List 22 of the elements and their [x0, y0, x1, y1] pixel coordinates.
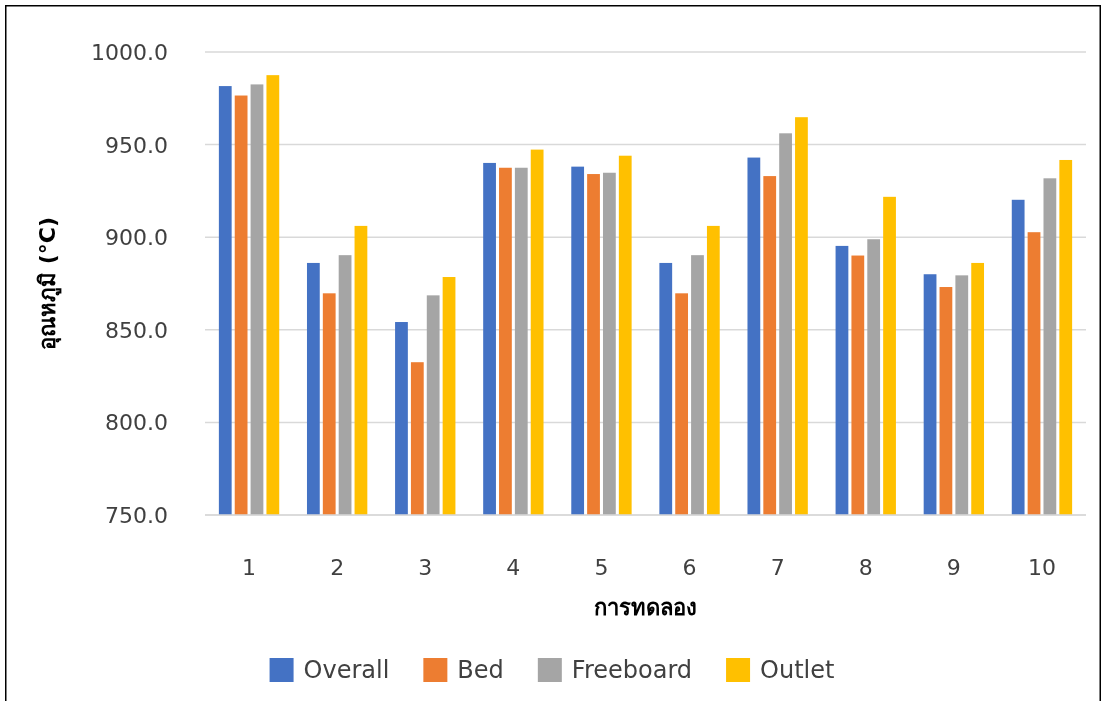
- x-tick-label: 3: [418, 555, 433, 580]
- legend-label: Outlet: [760, 656, 835, 684]
- legend-label: Bed: [457, 656, 504, 684]
- x-tick-label: 1: [242, 555, 257, 580]
- y-tick-label: 900.0: [105, 225, 168, 251]
- legend-label: Overall: [303, 656, 390, 684]
- x-tick-label: 9: [946, 555, 961, 580]
- x-tick-label: 7: [770, 555, 785, 580]
- y-tick-label: 800.0: [105, 410, 168, 436]
- x-axis-title: การทดลอง: [594, 595, 697, 620]
- legend-label: Freeboard: [571, 656, 693, 684]
- y-tick-label: 1000.0: [91, 40, 168, 65]
- x-tick-label: 2: [330, 555, 345, 580]
- y-tick-label: 950.0: [105, 132, 168, 158]
- x-tick-label: 4: [506, 555, 521, 580]
- y-axis-title: อุณหภูมิ (°C): [35, 217, 62, 350]
- x-tick-label: 8: [858, 555, 873, 580]
- x-tick-label: 5: [594, 555, 609, 580]
- y-tick-label: 850.0: [105, 317, 168, 343]
- x-tick-label: 6: [682, 555, 697, 580]
- x-tick-label: 10: [1027, 555, 1056, 580]
- y-tick-label: 750.0: [105, 503, 168, 528]
